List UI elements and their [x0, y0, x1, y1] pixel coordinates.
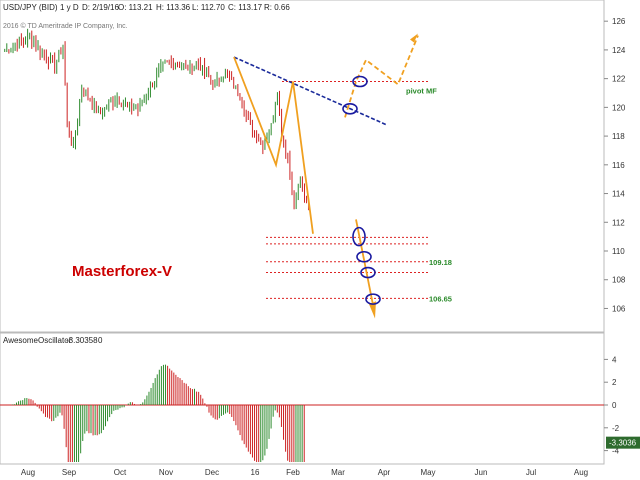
orange-down-arrowhead — [369, 301, 376, 319]
axis-layer: 106 108 110 112 114 116 118 120 122 124 126 Aug Sep O… — [21, 17, 640, 477]
pivot-label: pivot MF — [406, 87, 437, 96]
oscillator-title-bg — [1, 335, 109, 345]
price-panel-frame — [0, 0, 605, 333]
price-y-tick-label: 110 — [612, 247, 625, 256]
price-y-tick-label: 120 — [612, 103, 626, 112]
x-tick-label: Jul — [526, 468, 536, 477]
header-high: H: 113.36 — [156, 3, 191, 12]
level-circle-marker — [360, 266, 376, 279]
x-tick-label: Apr — [378, 468, 391, 477]
overlay-layer: 109.18 106.65 pivot MF — [233, 33, 452, 319]
header-low: L: 112.70 — [192, 3, 225, 12]
orange-up-arrowhead — [410, 33, 418, 43]
oscillator-title: AwesomeOscillator — [3, 336, 72, 345]
ao-y-tick-label: -2 — [612, 424, 620, 433]
price-y-tick-label: 114 — [612, 190, 625, 199]
ao-layer — [0, 364, 604, 462]
level-circle-marker — [365, 293, 381, 305]
copyright-text: 2016 © TD Ameritrade IP Company, Inc. — [3, 22, 128, 30]
level-circle-marker — [352, 226, 366, 247]
oscillator-value: -3.30358 — [66, 336, 98, 345]
level-label-106-65: 106.65 — [429, 294, 452, 303]
x-tick-label: May — [420, 468, 435, 477]
ao-y-tick-label: -4 — [612, 447, 620, 456]
x-tick-label: 16 — [251, 468, 260, 477]
x-tick-label: Dec — [205, 468, 219, 477]
brand-label: Masterforex-V — [72, 263, 172, 280]
price-y-tick-label: 106 — [612, 304, 626, 313]
price-y-tick-label: 126 — [612, 17, 626, 26]
ao-last-value-tag — [606, 436, 640, 449]
x-tick-label: Aug — [21, 468, 35, 477]
level-circle-marker — [356, 250, 372, 263]
price-y-tick-label: 122 — [612, 75, 626, 84]
x-tick-label: Nov — [159, 468, 173, 477]
orange-dashed-projection — [344, 35, 419, 118]
ao-y-tick-label: 0 — [612, 401, 617, 410]
header-symbol: USD/JPY (BID) — [3, 3, 58, 12]
oscillator-extra-value: 0 — [98, 336, 103, 345]
header-close: C: 113.17 — [228, 3, 263, 12]
ao-y-tick-label: 2 — [612, 378, 617, 387]
x-tick-label: Feb — [286, 468, 300, 477]
ao-y-tick-label: 4 — [612, 355, 617, 364]
header-timeframe: 1 y D — [60, 3, 79, 12]
x-tick-label: Sep — [62, 468, 77, 477]
orange-zigzag — [233, 56, 314, 234]
x-tick-label: Mar — [331, 468, 345, 477]
price-y-tick-label: 108 — [612, 276, 626, 285]
level-label-109-18: 109.18 — [429, 258, 452, 267]
x-tick-label: Jun — [475, 468, 488, 477]
header-open: O: 113.21 — [118, 3, 153, 12]
level-circle-marker — [342, 103, 358, 115]
blue-trendline — [233, 56, 387, 126]
price-y-tick-label: 124 — [612, 46, 626, 55]
price-y-tick-label: 116 — [612, 161, 625, 170]
ao-last-value-text: -3.3036 — [609, 439, 637, 448]
price-y-tick-label: 112 — [612, 218, 625, 227]
x-tick-label: Aug — [574, 468, 588, 477]
header-range: R: 0.66 — [264, 3, 290, 12]
header-date: D: 2/19/16 — [82, 3, 119, 12]
level-circle-marker — [352, 75, 368, 88]
price-y-tick-label: 118 — [612, 132, 625, 141]
x-tick-label: Oct — [114, 468, 127, 477]
